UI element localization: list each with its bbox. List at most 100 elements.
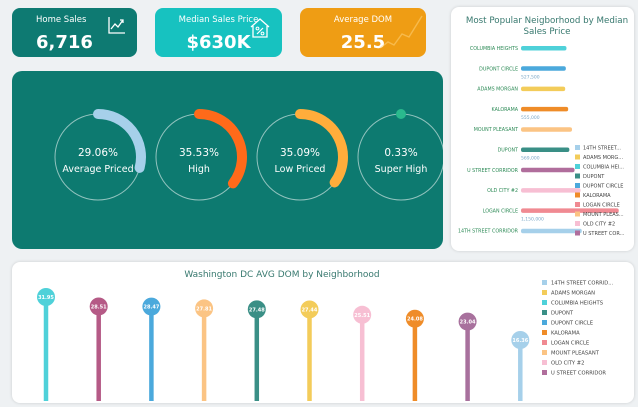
bar-rect: [521, 167, 575, 173]
donut-label: Low Priced: [275, 164, 326, 175]
legend-label: COLUMBIA HEIGHTS: [551, 301, 603, 307]
lollipop-value: 27.44: [302, 307, 318, 313]
lollipop-value: 25.51: [354, 313, 370, 319]
legend-swatch: [575, 221, 580, 226]
lollipop-7: 25.51: [353, 305, 372, 401]
donut-arc: [396, 109, 406, 119]
lollipop-head: [458, 312, 477, 331]
lollipop-head: [353, 305, 372, 324]
lollipop-6: 27.44: [300, 300, 319, 401]
price-tier-panel: 29.06% Average Priced 35.53% High 35.09% Low …: [12, 71, 443, 249]
legend-swatch: [542, 370, 547, 375]
legend-label: DUPONT: [583, 174, 605, 180]
lollipop-5: 27.48: [247, 300, 266, 401]
legend-swatch: [542, 320, 547, 325]
bar-category-label: U STREET CORRIDOR: [467, 168, 519, 174]
lollipop-4: 27.81: [195, 299, 214, 401]
legend-label: DUPONT CIRCLE: [583, 184, 623, 190]
bar-rect: [521, 188, 581, 193]
bar-14th-street-corridor: 14TH STREET CORRIDOR​: [458, 228, 582, 235]
median-price-value: $630K: [186, 32, 251, 53]
median-price-label: Median Sales Price: [178, 15, 259, 25]
legend-swatch: [542, 310, 547, 315]
lollipop-head: [300, 300, 319, 319]
lollipop-value: 28.51: [91, 304, 107, 310]
sparkline-icon: [379, 15, 423, 49]
bar-rect: [521, 66, 566, 71]
donut-label: Average Priced: [62, 164, 133, 175]
lollipop-head: [195, 299, 214, 318]
lollipop-legend-item: 14TH STREET CORRID...: [542, 280, 613, 287]
lollipop-value: 28.47: [143, 305, 159, 311]
lollipop-2: 28.51: [89, 297, 108, 401]
legend-swatch: [542, 280, 547, 285]
bar-category-label: OLD CITY #2: [487, 188, 518, 194]
legend-label: KALORAMA: [583, 193, 611, 199]
legend-swatch: [575, 202, 580, 207]
legend-swatch: [542, 340, 547, 345]
avg-dom-lollipop-chart: Washington DC AVG DOM by Neighborhood 31.…: [37, 270, 613, 401]
lollipop-head: [405, 309, 424, 328]
lollipop-8: 24.08: [405, 309, 424, 401]
bar-rect: [521, 127, 572, 132]
bar-legend-item: KALORAMA: [575, 192, 611, 199]
chart-trend-icon: [108, 17, 125, 34]
donut-arc: [93, 109, 146, 173]
price-tier-donuts: 29.06% Average Priced 35.53% High 35.09% Low …: [54, 109, 443, 201]
bar-legend-item: MOUNT PLEAS...: [575, 211, 624, 218]
lollipop-legend-item: DUPONT CIRCLE: [542, 320, 593, 327]
bar-category-label: LOGAN CIRCLE: [483, 208, 518, 214]
legend-swatch: [575, 183, 580, 188]
bar-category-label: KALORAMA: [492, 107, 519, 113]
lollipop-legend-item: COLUMBIA HEIGHTS: [542, 300, 603, 307]
bar-legend-item: 14TH STREET...: [575, 145, 621, 152]
bar-category-label: DUPONT: [498, 148, 518, 154]
lollipop-value: 24.08: [407, 317, 423, 323]
bar-value-label: 555,000: [521, 115, 540, 121]
lollipop-10: 16.36: [511, 331, 530, 401]
donut-average-priced: 29.06% Average Priced: [54, 109, 146, 201]
bar-legend-item: DUPONT CIRCLE: [575, 183, 623, 190]
legend-swatch: [575, 192, 580, 198]
legend-swatch: [575, 154, 580, 160]
avg-dom-panel: Washington DC AVG DOM by Neighborhood 31.…: [12, 262, 634, 403]
average-dom-label: Average DOM: [333, 15, 393, 25]
lollipop-9: 23.04: [458, 312, 477, 401]
lollipop-3: 28.47: [142, 297, 161, 401]
donut-label: Super High: [375, 164, 428, 175]
bar-u-street-corridor: U STREET CORRIDOR​: [467, 167, 575, 174]
lollipop-legend-item: KALORAMA: [542, 330, 580, 337]
bar-value-label: 1,150,000: [521, 216, 544, 222]
legend-swatch: [542, 360, 547, 365]
lollipop-value: 16.36: [512, 338, 528, 344]
lollipop-value: 27.48: [249, 307, 265, 313]
lollipop-legend-item: OLD CITY #2: [542, 360, 584, 367]
bar-mount-pleasant: MOUNT PLEASANT​: [474, 127, 572, 133]
legend-label: U STREET COR...: [583, 231, 625, 237]
bar-legend-item: ADAMS MORG...: [575, 154, 623, 161]
donut-super-high: 0.33% Super High: [357, 109, 443, 201]
bar-legend-item: OLD CITY #2: [575, 221, 615, 228]
legend-swatch: [575, 164, 580, 169]
legend-label: ADAMS MORGAN: [551, 291, 595, 297]
bar-legend-item: DUPONT: [575, 173, 605, 180]
lollipop-1: 31.95: [37, 288, 55, 401]
legend-swatch: [542, 290, 547, 295]
donut-high: 35.53% High: [155, 109, 247, 201]
lollipop-legend-item: DUPONT: [542, 310, 574, 317]
bar-rect: [521, 228, 582, 234]
median-sales-price-card: Median Sales Price $630K: [155, 8, 282, 57]
legend-label: LOGAN CIRCLE: [583, 203, 620, 209]
home-sales-value: 6,716: [36, 32, 93, 53]
donut-arc: [194, 109, 247, 189]
bar-columbia-heights: COLUMBIA HEIGHTS​: [470, 46, 567, 52]
bar-category-label: COLUMBIA HEIGHTS: [470, 46, 518, 52]
legend-label: DUPONT: [551, 311, 574, 317]
legend-label: COLUMBIA HEI...: [583, 165, 624, 171]
legend-label: 14TH STREET...: [583, 146, 621, 152]
bar-chart-title-line2: Sales Price: [523, 27, 570, 37]
legend-label: OLD CITY #2: [551, 361, 584, 367]
